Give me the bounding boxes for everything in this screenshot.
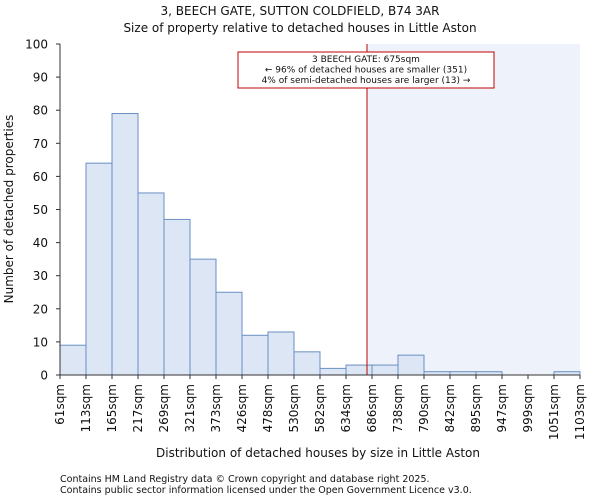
- bar-373sqm: [215, 291, 243, 376]
- x-tick-label: 217sqm: [131, 384, 145, 432]
- bar-165sqm: [111, 113, 139, 376]
- x-tick-label: 686sqm: [365, 384, 379, 432]
- x-tick-label: 790sqm: [417, 384, 431, 432]
- annotation-line-2: ← 96% of detached houses are smaller (35…: [265, 66, 467, 76]
- x-tick-label: 999sqm: [521, 384, 535, 432]
- bar-582sqm: [319, 367, 347, 376]
- annotation-line-1: 3 BEECH GATE: 675sqm: [312, 55, 420, 65]
- y-tick-label: 0: [40, 369, 48, 383]
- x-tick-label: 530sqm: [287, 384, 301, 432]
- x-axis-label: Distribution of detached houses by size …: [156, 446, 480, 460]
- x-tick-label: 269sqm: [157, 384, 171, 432]
- x-tick-label: 582sqm: [313, 384, 327, 432]
- x-tick-label: 426sqm: [235, 384, 249, 432]
- chart-title: 3, BEECH GATE, SUTTON COLDFIELD, B74 3AR: [161, 4, 440, 18]
- y-tick-label: 50: [33, 203, 48, 217]
- x-tick-label: 165sqm: [105, 384, 119, 432]
- y-ticks-group: 0 10 20 30 40 50 60 70 80 90 100: [25, 38, 60, 383]
- x-tick-label: 738sqm: [391, 384, 405, 432]
- bar-269sqm: [163, 218, 191, 376]
- x-tick-label: 1103sqm: [573, 384, 587, 440]
- y-tick-label: 90: [33, 71, 48, 85]
- x-tick-label: 113sqm: [79, 384, 93, 432]
- bar-113sqm: [85, 162, 113, 376]
- x-ticks-group: 61sqm 113sqm 165sqm 217sqm 269sqm 321sqm 373sq…: [53, 375, 587, 440]
- bar-530sqm: [293, 351, 321, 376]
- annotation-line-3: 4% of semi-detached houses are larger (1…: [262, 76, 471, 86]
- annotation-box: 3 BEECH GATE: 675sqm ← 96% of detached h…: [237, 51, 495, 89]
- bar-61sqm: [59, 344, 87, 376]
- x-tick-label: 373sqm: [209, 384, 223, 432]
- x-tick-label: 61sqm: [53, 384, 67, 425]
- footer-line-1: Contains HM Land Registry data © Crown c…: [60, 474, 430, 485]
- bar-321sqm: [189, 258, 217, 376]
- y-tick-label: 80: [33, 104, 48, 118]
- x-tick-label: 478sqm: [261, 384, 275, 432]
- bar-634sqm: [345, 364, 373, 376]
- bar-478sqm: [267, 331, 295, 376]
- annotation-border: [237, 51, 495, 89]
- y-tick-label: 70: [33, 137, 48, 151]
- bar-217sqm: [137, 192, 165, 376]
- bars-group: [59, 113, 581, 376]
- y-tick-label: 20: [33, 302, 48, 316]
- shaded-region-above-property: [367, 44, 580, 375]
- y-tick-label: 40: [33, 236, 48, 250]
- footer-line-2: Contains public sector information licen…: [60, 485, 472, 496]
- bar-686sqm: [371, 364, 399, 376]
- x-tick-label: 321sqm: [183, 384, 197, 432]
- x-tick-label: 634sqm: [339, 384, 353, 432]
- y-axis-label: Number of detached properties: [2, 115, 16, 304]
- chart-subtitle: Size of property relative to detached ho…: [123, 21, 476, 35]
- bar-738sqm: [397, 354, 425, 376]
- y-tick-label: 30: [33, 269, 48, 283]
- y-tick-label: 100: [25, 38, 48, 52]
- bar-426sqm: [241, 334, 269, 376]
- x-tick-label: 1051sqm: [547, 384, 561, 440]
- x-tick-label: 947sqm: [495, 384, 509, 432]
- x-tick-label: 842sqm: [443, 384, 457, 432]
- y-tick-label: 10: [33, 335, 48, 349]
- x-tick-label: 895sqm: [469, 384, 483, 432]
- y-tick-label: 60: [33, 170, 48, 184]
